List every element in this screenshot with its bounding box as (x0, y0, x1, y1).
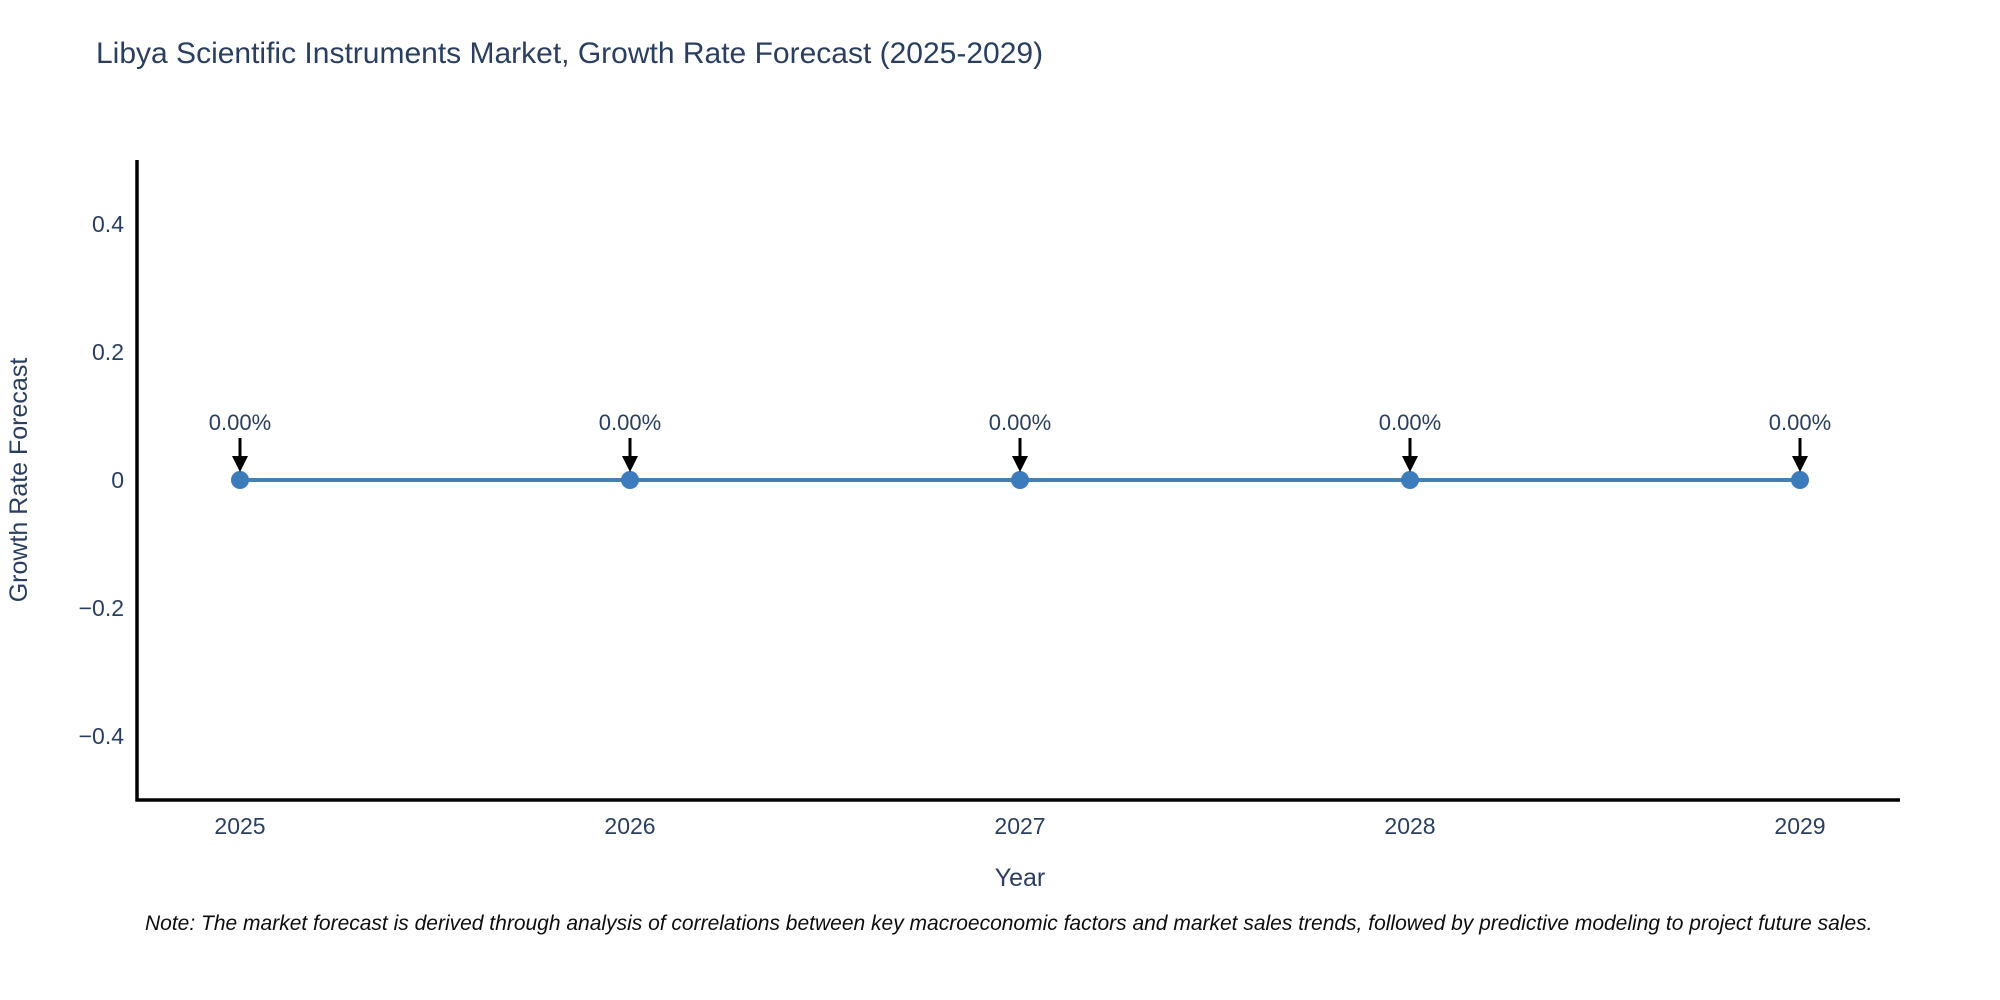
x-tick-label: 2029 (1774, 813, 1825, 839)
data-point (231, 471, 249, 489)
x-tick-label: 2028 (1384, 813, 1435, 839)
point-label: 0.00% (1769, 410, 1831, 435)
y-axis-title: Growth Rate Forecast (5, 358, 33, 603)
annotation-arrowhead (622, 456, 638, 472)
data-point (1401, 471, 1419, 489)
annotation-arrowhead (1792, 456, 1808, 472)
point-label: 0.00% (209, 410, 271, 435)
y-tick-label: −0.2 (79, 595, 124, 621)
y-tick-label: −0.4 (79, 723, 125, 749)
data-point (621, 471, 639, 489)
x-tick-label: 2026 (604, 813, 655, 839)
x-tick-label: 2025 (214, 813, 265, 839)
y-tick-label: 0 (111, 467, 124, 493)
footnote: Note: The market forecast is derived thr… (145, 912, 1873, 935)
data-point (1011, 471, 1029, 489)
point-label: 0.00% (989, 410, 1051, 435)
point-label: 0.00% (599, 410, 661, 435)
annotation-arrowhead (1402, 456, 1418, 472)
y-tick-label: 0.4 (92, 211, 124, 237)
x-axis-title: Year (995, 864, 1046, 892)
chart-title: Libya Scientific Instruments Market, Gro… (96, 37, 1044, 70)
x-tick-label: 2027 (994, 813, 1045, 839)
annotation-arrowhead (232, 456, 248, 472)
annotation-arrowhead (1012, 456, 1028, 472)
y-tick-label: 0.2 (92, 339, 124, 365)
point-label: 0.00% (1379, 410, 1441, 435)
data-point (1791, 471, 1809, 489)
